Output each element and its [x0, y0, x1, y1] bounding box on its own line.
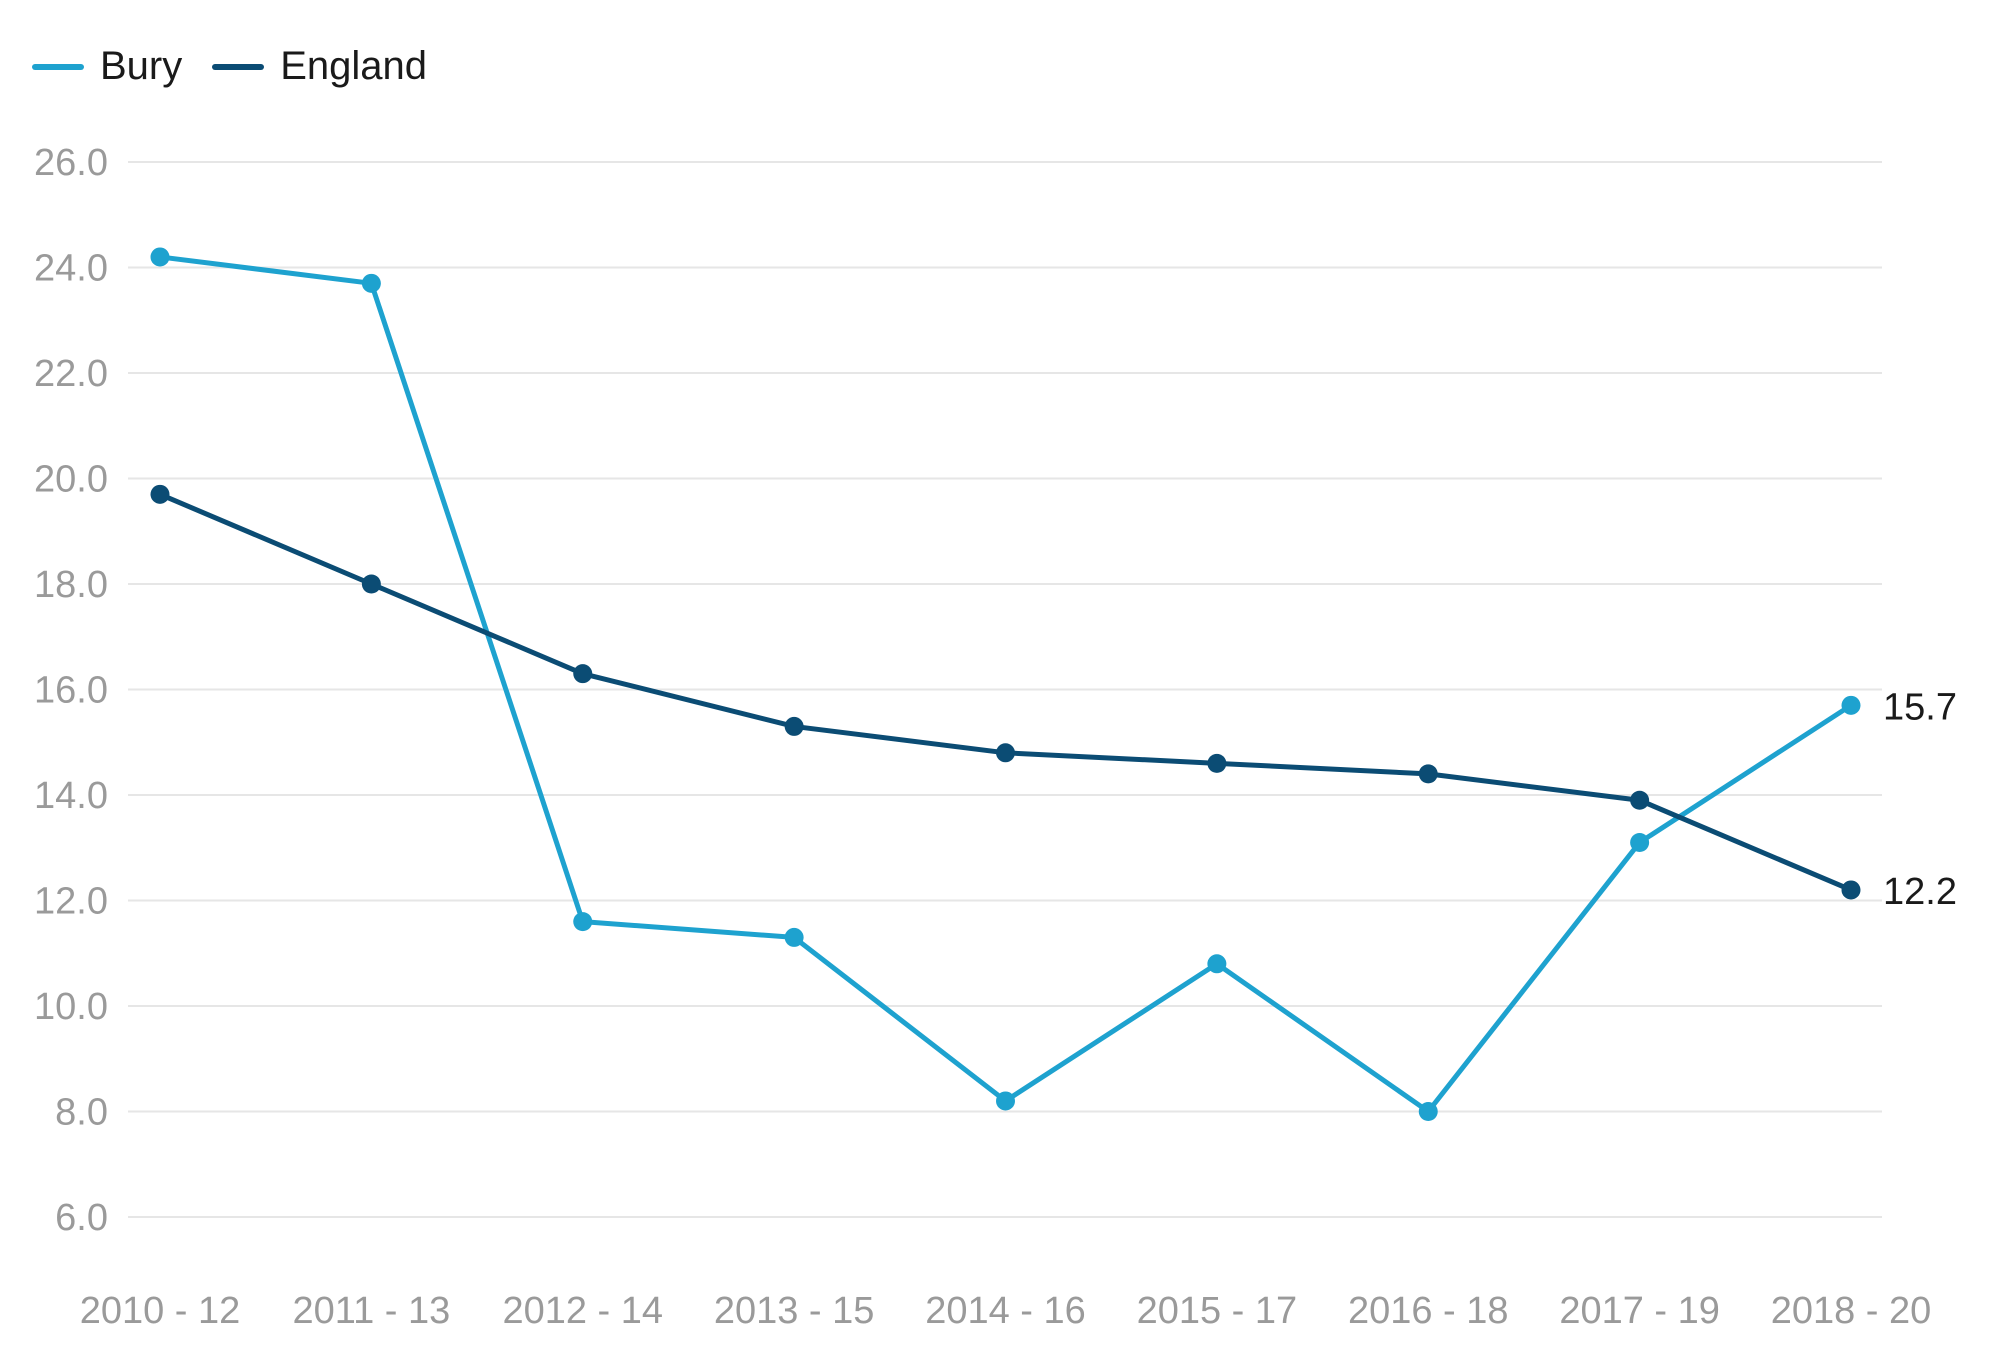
- x-tick-label: 2016 - 18: [1348, 1290, 1509, 1332]
- y-axis: 6.0 8.0 10.0 12.0 14.0 16.0 18.0 20.0 22.0 24.0 26…: [34, 142, 108, 1239]
- series-line-england: [157, 491, 1854, 893]
- y-tick-label: 6.0: [55, 1197, 108, 1239]
- legend-swatch-england: [212, 63, 265, 70]
- x-tick-label: 2017 - 19: [1559, 1290, 1720, 1332]
- data-point-england[interactable]: [573, 664, 593, 684]
- y-tick-label: 24.0: [34, 248, 108, 290]
- data-point-england[interactable]: [1207, 753, 1227, 773]
- y-tick-label: 10.0: [34, 986, 108, 1028]
- data-point-england[interactable]: [361, 574, 381, 594]
- data-point-bury[interactable]: [361, 273, 381, 293]
- data-point-england[interactable]: [1630, 790, 1650, 810]
- y-tick-label: 12.0: [34, 881, 108, 923]
- y-tick-label: 8.0: [55, 1092, 108, 1134]
- x-tick-label: 2014 - 16: [925, 1290, 1086, 1332]
- data-point-england[interactable]: [784, 716, 804, 736]
- x-tick-label: 2015 - 17: [1137, 1290, 1298, 1332]
- x-tick-label: 2018 - 20: [1771, 1290, 1932, 1332]
- series-england: [150, 484, 1861, 900]
- y-tick-label: 16.0: [34, 670, 108, 712]
- x-axis: 2010 - 12 2011 - 13 2012 - 14 2013 - 15 2014…: [80, 1290, 1932, 1332]
- legend-item-england[interactable]: England: [212, 44, 427, 89]
- series-bury: [150, 247, 1861, 1121]
- y-tick-label: 22.0: [34, 353, 108, 395]
- data-point-bury[interactable]: [784, 927, 804, 947]
- legend-label-england: England: [280, 44, 428, 88]
- legend-swatch-bury: [32, 63, 84, 70]
- x-tick-label: 2010 - 12: [80, 1290, 241, 1332]
- data-point-england[interactable]: [1418, 764, 1438, 784]
- x-tick-label: 2013 - 15: [714, 1290, 875, 1332]
- x-tick-label: 2012 - 14: [502, 1290, 663, 1332]
- data-point-bury[interactable]: [1630, 832, 1650, 852]
- legend: Bury England: [32, 44, 427, 89]
- data-point-bury[interactable]: [150, 247, 170, 267]
- legend-label-bury: Bury: [100, 44, 183, 88]
- gridlines: [128, 161, 1882, 1218]
- end-value-label: 15.7: [1883, 686, 1957, 728]
- data-point-england[interactable]: [1841, 880, 1861, 900]
- end-labels: 15.7 12.2: [1883, 686, 1957, 913]
- data-point-bury[interactable]: [1207, 954, 1227, 974]
- x-tick-label: 2011 - 13: [292, 1290, 450, 1332]
- y-tick-label: 14.0: [34, 775, 108, 817]
- data-point-bury[interactable]: [573, 912, 593, 932]
- data-point-bury[interactable]: [996, 1091, 1015, 1111]
- legend-item-bury[interactable]: Bury: [32, 44, 182, 89]
- series-group: [150, 247, 1861, 1121]
- y-tick-label: 18.0: [34, 564, 108, 606]
- data-point-bury[interactable]: [1418, 1102, 1438, 1121]
- series-line-bury: [157, 254, 1854, 1114]
- end-value-label: 12.2: [1883, 871, 1957, 913]
- y-tick-label: 26.0: [34, 142, 108, 184]
- data-point-england[interactable]: [996, 743, 1015, 763]
- data-point-england[interactable]: [150, 484, 170, 504]
- y-tick-label: 20.0: [34, 459, 108, 501]
- data-point-bury[interactable]: [1841, 695, 1861, 715]
